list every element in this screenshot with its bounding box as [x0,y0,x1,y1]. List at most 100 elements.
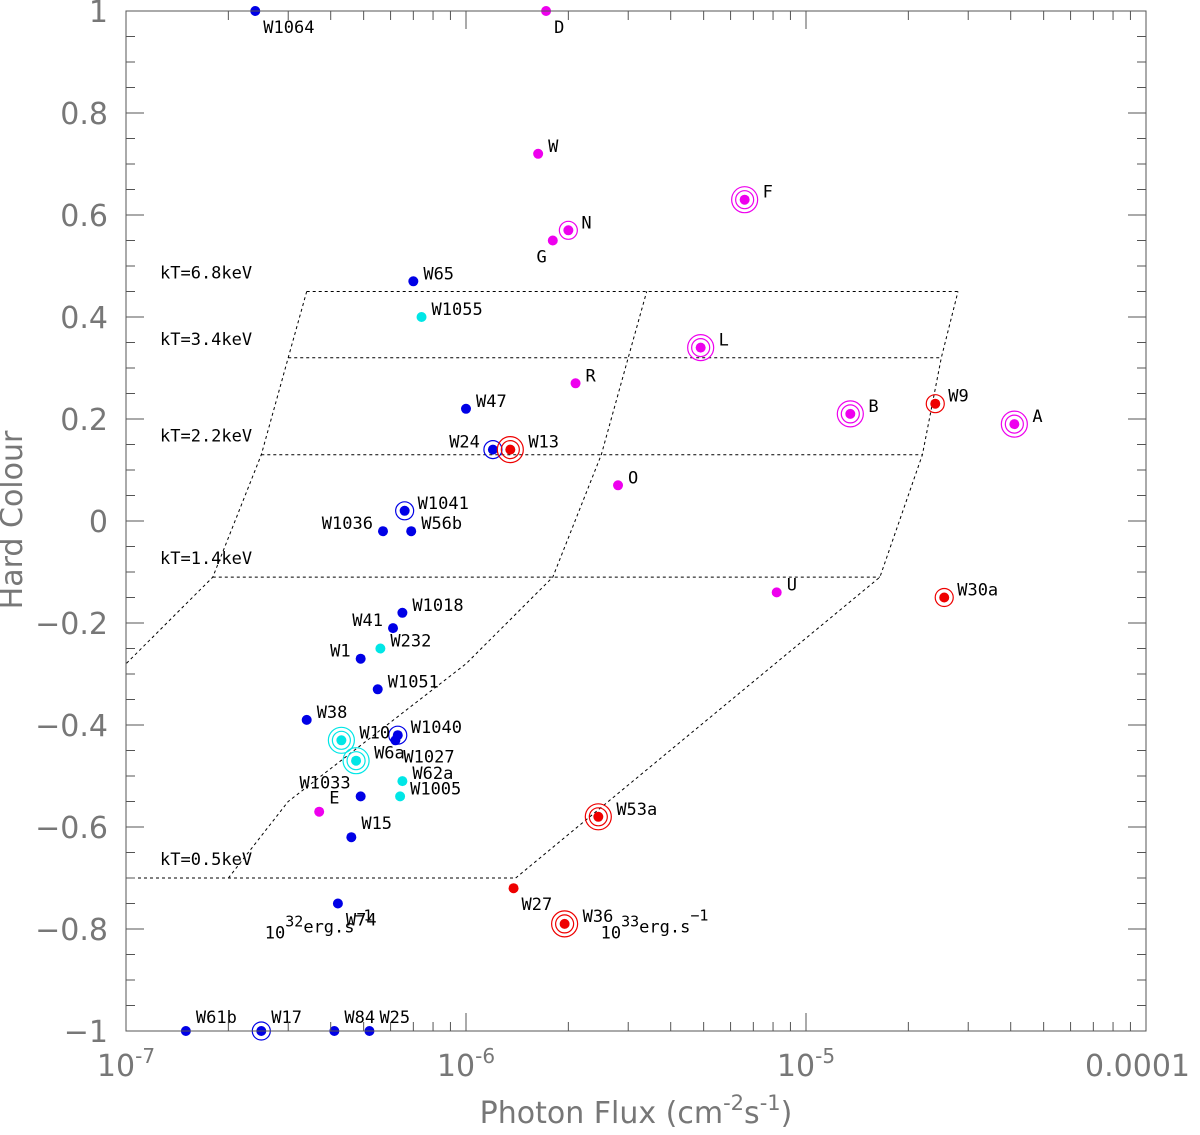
x-tick-base: 10 [777,1049,815,1084]
data-point [547,235,558,246]
kt-label: kT=0.5keV [160,850,252,870]
data-point [930,398,941,409]
data-point [939,592,950,603]
point-label: W6a [374,744,405,764]
x-tick-exponent: -6 [475,1044,495,1068]
point-label: A [1032,407,1042,427]
data-point [355,791,366,802]
luminosity-base: 10 [601,924,621,944]
point-label: F [763,183,773,203]
luminosity-unit: erg.s [303,918,354,938]
point-label: W1 [330,642,350,662]
y-axis-title: Hard Colour [0,430,30,609]
point-ring [558,220,578,240]
data-point [845,408,856,419]
data-point [695,342,706,353]
y-tick-label: 0.8 [60,97,108,132]
kt-label: kT=6.8keV [160,264,252,284]
point-ring [691,338,711,358]
y-tick-label: 0.6 [60,199,108,234]
data-point [388,623,399,634]
axes: 10.80.60.40.20−0.2−0.4−0.6−0.8−110-7 10-6… [35,0,1190,1084]
point-ring [588,807,608,827]
point-label: W1040 [411,718,462,738]
point-label: W61b [196,1008,237,1028]
data-point [314,806,325,817]
data-point [505,444,516,455]
point-label: W1036 [322,514,373,534]
data-point [461,403,471,414]
data-point [406,526,417,537]
point-ring [346,751,366,771]
point-ring-outer [836,400,864,428]
point-label: W1051 [388,672,439,692]
data-point [613,480,624,491]
data-point [399,505,410,516]
data-point [533,148,544,159]
data-point [346,832,357,843]
luminosity-unit-exp: −1 [355,907,373,925]
luminosity-unit: erg.s [639,918,690,938]
point-ring-outer [1000,410,1028,438]
point-label: L [719,331,729,351]
point-label: W65 [423,264,454,284]
data-point [563,225,574,236]
point-label: W24 [449,433,480,453]
point-label: W36 [583,907,614,927]
point-label: W13 [528,433,559,453]
data-point [301,714,312,725]
x-tick-label: 10-6 [437,1044,495,1084]
point-label: W53a [616,800,657,820]
data-point [351,755,362,766]
point-ring-outer [687,334,715,362]
point-ring [555,914,575,934]
x-tick-base: 10 [97,1049,135,1084]
y-tick-label: −0.2 [35,607,108,642]
point-ring [934,587,954,608]
point-ring-outer [584,803,612,831]
data-point [593,811,604,822]
x-tick-exponent: -5 [815,1044,835,1068]
point-label: W10 [359,723,390,743]
point-label: W84 [344,1008,375,1028]
data-point [397,776,408,787]
y-tick-label: −0.6 [35,811,108,846]
point-label: W17 [271,1008,302,1028]
kt-label: kT=1.4keV [160,549,252,569]
point-label: W9 [948,387,968,407]
point-ring-outer [731,186,759,214]
y-tick-label: 0.2 [60,403,108,438]
point-label: W15 [361,814,392,834]
data-points [180,6,1028,1041]
point-label: E [329,789,339,809]
point-label: W74 [346,911,377,931]
luminosity-label: 1032erg.s−1 [265,907,373,944]
point-label: W [548,137,559,157]
x-tick-label: 10-5 [777,1044,835,1084]
data-point [771,587,782,598]
y-tick-label: −0.8 [35,913,108,948]
data-point [408,276,419,287]
point-label: W25 [379,1008,410,1028]
kt-label: kT=3.4keV [160,330,252,350]
data-point [739,194,750,205]
y-tick-label: 0.4 [60,301,108,336]
point-ring-outer [342,747,370,775]
x-tick-base: 0.0001 [1085,1049,1190,1084]
point-label: R [586,366,597,386]
x-tick-base: 10 [437,1049,475,1084]
point-label: W232 [390,632,431,652]
point-label: G [537,248,547,268]
point-label: W1005 [410,779,461,799]
kt-grid: kT=6.8keV kT=3.4keV kT=2.2keV kT=1.4keV kT=0… [125,264,959,944]
point-label: W62a [412,764,453,784]
point-label: W47 [476,392,507,412]
data-point [372,684,383,695]
point-ring [331,730,351,750]
y-tick-label: −1 [64,1015,108,1050]
point-label: W27 [522,895,553,915]
data-point [336,735,347,746]
point-ring-outer [551,910,579,938]
data-point [395,791,406,802]
